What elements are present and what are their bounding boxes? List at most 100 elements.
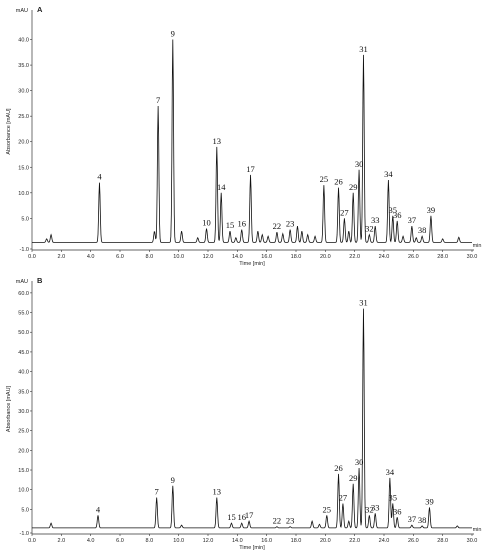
peak-label-32: 32 bbox=[365, 504, 374, 514]
x-tick-label: 24.0 bbox=[379, 254, 390, 260]
y-tick-label: 60.0 bbox=[18, 291, 29, 297]
y-tick-label: 35.0 bbox=[18, 389, 29, 395]
y-tick-label: 40.0 bbox=[18, 370, 29, 376]
x-tick-label: 2.0 bbox=[58, 254, 66, 260]
x-axis-title: Time [min] bbox=[239, 545, 265, 550]
y-tick-label: 45.0 bbox=[18, 350, 29, 356]
peak-label-36: 36 bbox=[393, 210, 402, 220]
peak-label-4: 4 bbox=[96, 504, 101, 514]
y-unit-label: mAU bbox=[16, 279, 28, 285]
x-tick-label: 10.0 bbox=[173, 538, 184, 544]
peak-label-30: 30 bbox=[355, 457, 364, 467]
y-tick-label: 30.0 bbox=[18, 409, 29, 415]
peak-label-39: 39 bbox=[425, 496, 434, 506]
x-axis-title: Time [min] bbox=[239, 261, 265, 267]
panel-letter: A bbox=[37, 5, 43, 14]
x-tick-label: 4.0 bbox=[87, 254, 95, 260]
peak-label-29: 29 bbox=[349, 182, 358, 192]
y-tick-label: 40.0 bbox=[18, 38, 29, 44]
x-tick-label: 2.0 bbox=[58, 538, 66, 544]
x-tick-label: 24.0 bbox=[379, 538, 390, 544]
x-tick-label: 26.0 bbox=[408, 538, 419, 544]
y-tick-label: 10.0 bbox=[18, 191, 29, 197]
peak-label-22: 22 bbox=[273, 221, 282, 231]
peak-label-35: 35 bbox=[389, 205, 398, 215]
peak-label-9: 9 bbox=[171, 29, 175, 39]
x-tick-label: 4.0 bbox=[87, 538, 95, 544]
peak-label-7: 7 bbox=[155, 487, 159, 497]
x-unit-label: min bbox=[473, 243, 482, 249]
panel-letter: B bbox=[37, 276, 43, 285]
peak-label-32: 32 bbox=[365, 224, 374, 234]
peak-label-22: 22 bbox=[273, 516, 282, 526]
peak-label-26: 26 bbox=[334, 177, 343, 187]
x-tick-label: 10.0 bbox=[173, 254, 184, 260]
x-tick-label: 6.0 bbox=[116, 254, 124, 260]
x-tick-label: 12.0 bbox=[203, 538, 214, 544]
peak-label-17: 17 bbox=[245, 510, 254, 520]
peak-label-38: 38 bbox=[418, 225, 427, 235]
chart-panel-A: mAU A -1.0 5.0 10.0 15.0 20.0 25.0 30.0 35.0 40.0 0… bbox=[6, 5, 481, 267]
x-tick-label: 20.0 bbox=[320, 538, 331, 544]
chart-panel-B: mAU B-1.05.010.015.020.025.030.035.040.04… bbox=[6, 276, 481, 550]
x-tick-label: 6.0 bbox=[116, 538, 124, 544]
x-tick-label: 14.0 bbox=[232, 538, 243, 544]
peak-label-39: 39 bbox=[427, 205, 436, 215]
x-tick-label: 26.0 bbox=[408, 254, 419, 260]
x-tick-label: 0.0 bbox=[28, 538, 36, 544]
peak-label-7: 7 bbox=[156, 95, 160, 105]
peak-label-15: 15 bbox=[226, 220, 235, 230]
y-tick-label: -1.0 bbox=[20, 247, 29, 253]
y-tick-label: 35.0 bbox=[18, 63, 29, 69]
peak-label-23: 23 bbox=[286, 516, 295, 526]
x-unit-label: min bbox=[473, 527, 482, 533]
peak-label-4: 4 bbox=[97, 172, 102, 182]
y-tick-label: 20.0 bbox=[18, 140, 29, 146]
x-tick-label: 18.0 bbox=[291, 254, 302, 260]
y-tick-label: -1.0 bbox=[20, 531, 29, 537]
y-tick-label: 50.0 bbox=[18, 330, 29, 336]
peak-label-31: 31 bbox=[359, 44, 368, 54]
peak-label-38: 38 bbox=[418, 515, 427, 525]
peak-label-27: 27 bbox=[339, 492, 348, 502]
peak-label-36: 36 bbox=[393, 506, 402, 516]
x-tick-label: 30.0 bbox=[467, 538, 478, 544]
peak-label-17: 17 bbox=[246, 164, 255, 174]
y-tick-label: 55.0 bbox=[18, 311, 29, 317]
peak-label-26: 26 bbox=[334, 463, 343, 473]
chromatogram-trace bbox=[32, 308, 472, 529]
x-tick-label: 8.0 bbox=[146, 538, 154, 544]
peak-label-29: 29 bbox=[349, 473, 358, 483]
x-tick-label: 16.0 bbox=[261, 538, 272, 544]
y-tick-label: 5.0 bbox=[21, 507, 29, 513]
y-unit-label: mAU bbox=[16, 8, 28, 14]
peak-label-33: 33 bbox=[371, 215, 380, 225]
x-tick-label: 22.0 bbox=[349, 254, 360, 260]
y-tick-label: 25.0 bbox=[18, 429, 29, 435]
x-tick-label: 14.0 bbox=[232, 254, 243, 260]
x-tick-label: 12.0 bbox=[203, 254, 214, 260]
x-tick-label: 20.0 bbox=[320, 254, 331, 260]
x-tick-label: 16.0 bbox=[261, 254, 272, 260]
peak-label-30: 30 bbox=[355, 159, 364, 169]
x-tick-label: 0.0 bbox=[28, 254, 36, 260]
peak-label-37: 37 bbox=[408, 514, 417, 524]
y-tick-label: 15.0 bbox=[18, 165, 29, 171]
chromatogram-trace bbox=[32, 39, 472, 243]
peak-label-25: 25 bbox=[320, 174, 329, 184]
y-tick-label: 10.0 bbox=[18, 488, 29, 494]
peak-label-13: 13 bbox=[213, 136, 222, 146]
y-tick-label: 25.0 bbox=[18, 114, 29, 120]
peak-label-16: 16 bbox=[237, 512, 246, 522]
peak-label-15: 15 bbox=[227, 512, 236, 522]
peak-label-23: 23 bbox=[286, 219, 295, 229]
peak-label-10: 10 bbox=[202, 218, 211, 228]
peak-label-34: 34 bbox=[384, 169, 393, 179]
peak-label-34: 34 bbox=[386, 467, 395, 477]
peak-label-31: 31 bbox=[359, 298, 368, 308]
peak-label-33: 33 bbox=[371, 502, 380, 512]
peak-label-14: 14 bbox=[217, 182, 226, 192]
y-tick-label: 30.0 bbox=[18, 89, 29, 95]
